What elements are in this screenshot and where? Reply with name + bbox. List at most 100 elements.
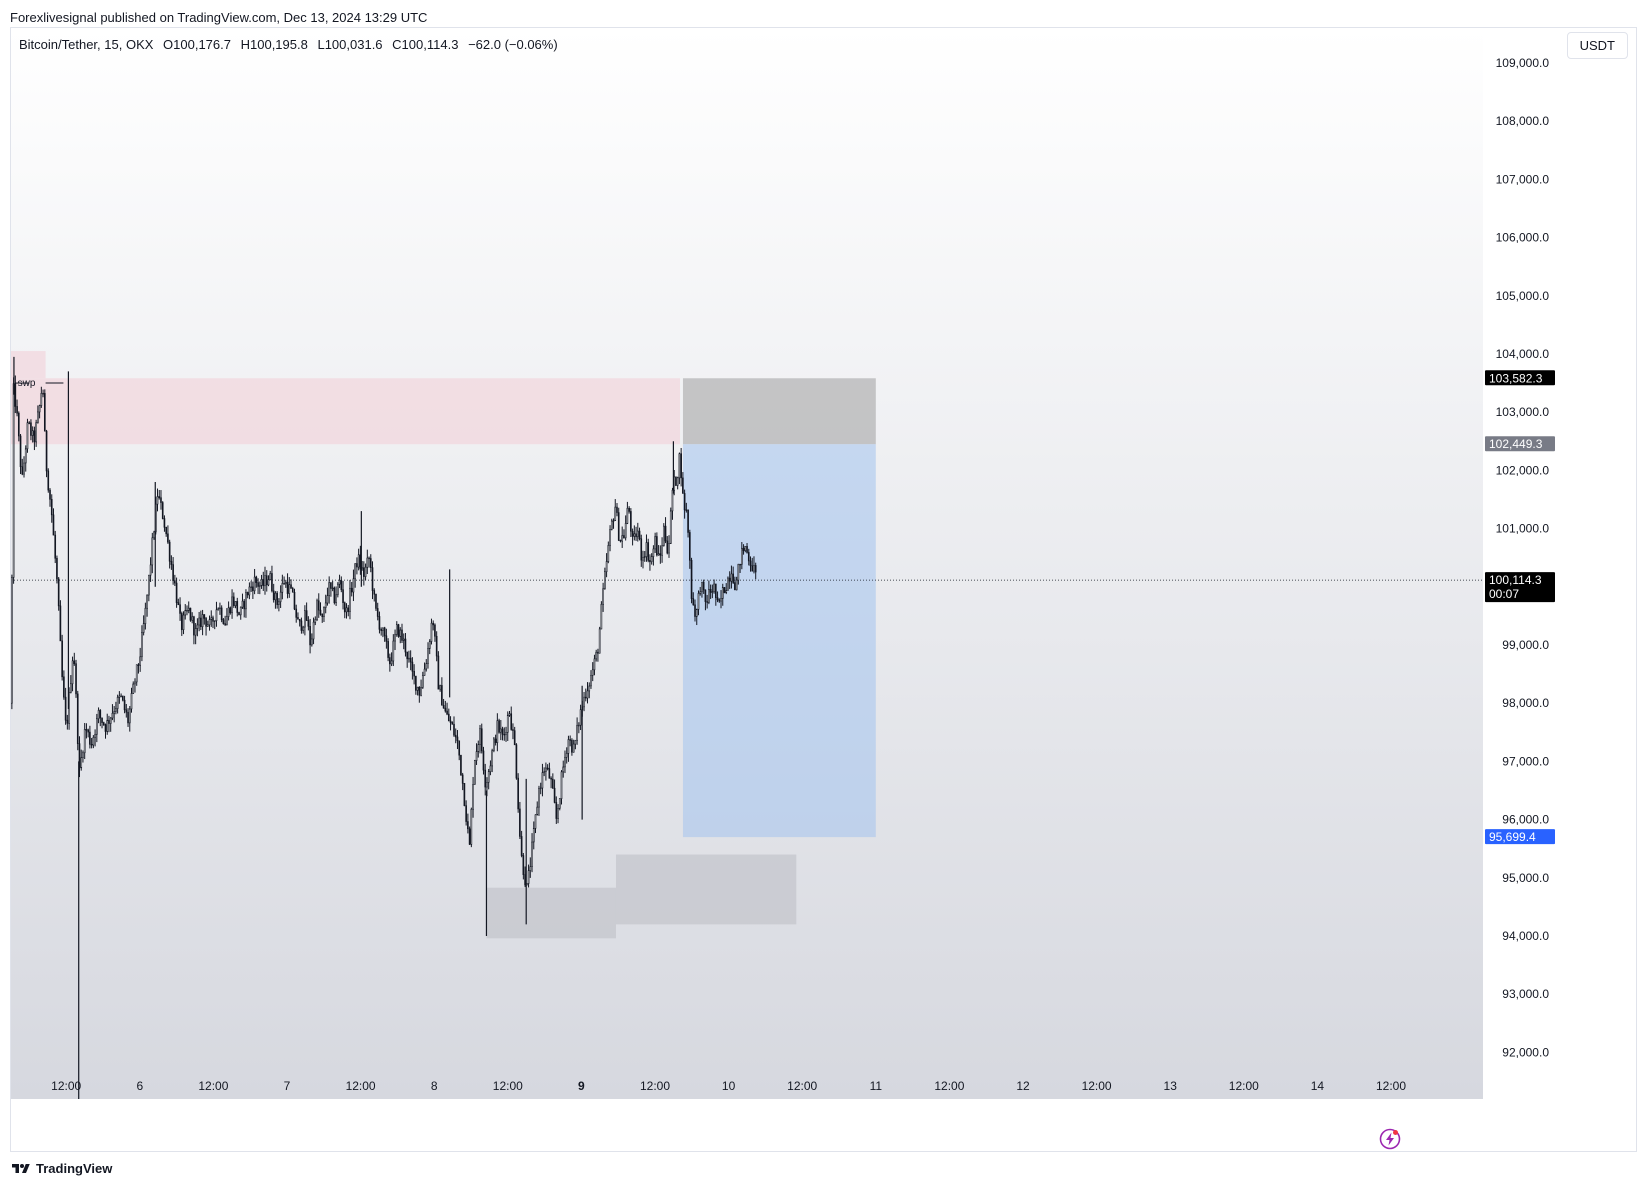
chart-frame[interactable]: swp 109,000.0 108,000.0 107,000.0 106,000.0… [10, 27, 1637, 1152]
candle [640, 534, 643, 567]
candle [746, 543, 748, 554]
y-tick-label: 99,000.0 [1502, 638, 1549, 652]
candle [293, 588, 296, 611]
candle [82, 750, 84, 763]
candle [78, 736, 81, 778]
candle-body [177, 602, 180, 605]
stop-loss-zone[interactable] [682, 378, 876, 445]
price-tag-bg [1485, 370, 1555, 386]
candle-body [241, 600, 244, 608]
candle-body [101, 717, 103, 723]
candle [265, 570, 268, 592]
candle-body [144, 607, 147, 624]
candle [16, 399, 18, 417]
candle-body [42, 392, 44, 395]
candle [45, 429, 48, 478]
stop-price-tag[interactable]: 103,582.3 [1485, 370, 1555, 386]
candle [604, 567, 606, 590]
candle [546, 764, 549, 771]
candle-body [49, 489, 51, 500]
candle [66, 714, 69, 730]
candle-body [182, 614, 185, 631]
candle [87, 728, 89, 738]
candle-body [470, 808, 473, 845]
candle [638, 527, 641, 541]
candle-body [193, 616, 195, 636]
candle [713, 579, 715, 594]
candle-body [668, 543, 670, 554]
candle-body [602, 588, 604, 605]
candle [669, 507, 672, 544]
candle-body [125, 709, 128, 713]
candle-body [718, 599, 721, 602]
candle [208, 615, 211, 631]
candle-body [428, 641, 431, 649]
candle [69, 675, 72, 694]
candle-body [709, 588, 712, 593]
candle-body [284, 581, 287, 585]
lightning-bolt-icon[interactable] [1379, 1128, 1401, 1150]
candle-body [297, 617, 299, 620]
candle [54, 530, 57, 564]
candle [730, 565, 733, 589]
candle [609, 525, 611, 552]
candle [80, 749, 83, 771]
candle [11, 574, 13, 710]
entry-price-tag[interactable]: 102,449.3 [1485, 436, 1555, 452]
candle [144, 602, 147, 630]
candle-body [116, 697, 119, 709]
candle [584, 688, 587, 702]
candle [409, 650, 412, 671]
candle-body [538, 788, 540, 808]
demand-zone-left[interactable] [486, 887, 616, 939]
candle [47, 468, 50, 493]
supply-zone[interactable] [11, 378, 681, 445]
currency-selector[interactable]: USDT [1566, 32, 1628, 59]
legend-symbol[interactable]: Bitcoin/Tether, 15, OKX [19, 37, 154, 52]
tradingview-logo-icon[interactable] [10, 1162, 32, 1176]
candle-body [293, 591, 296, 610]
candle-body [40, 392, 43, 406]
candle [664, 517, 667, 544]
candle [532, 821, 535, 850]
candle [524, 866, 526, 888]
candle-body [534, 814, 537, 829]
candle [64, 687, 67, 725]
candle-body [725, 590, 728, 593]
candle-body [704, 589, 707, 602]
chart-legend: Bitcoin/Tether, 15, OKX O100,176.7 H100,… [19, 37, 564, 52]
candle [442, 698, 445, 709]
candle [28, 421, 31, 425]
candle [267, 575, 270, 587]
candle-body [141, 632, 143, 658]
candle [595, 649, 598, 662]
candle-body [734, 582, 736, 591]
x-tick-label: 12:00 [198, 1079, 228, 1093]
candle [555, 796, 558, 824]
candle [238, 611, 240, 616]
swp-label[interactable]: swp [18, 378, 36, 389]
candle-body [687, 509, 689, 533]
candle-body [312, 621, 315, 640]
candle-body [198, 617, 200, 626]
candle [14, 375, 17, 414]
demand-zone-right[interactable] [615, 854, 797, 925]
y-tick-label: 108,000.0 [1496, 114, 1550, 128]
candle [744, 546, 747, 553]
candle-body [200, 617, 202, 628]
candle-body [744, 546, 747, 551]
candle-body [142, 623, 145, 633]
last-price-tag[interactable]: 100,114.300:07 [1485, 572, 1555, 603]
take-profit-zone[interactable] [682, 444, 876, 838]
candle [631, 528, 634, 546]
footer-brand[interactable]: TradingView [36, 1161, 113, 1176]
y-tick-label: 92,000.0 [1502, 1045, 1549, 1059]
supply-zone-top[interactable] [11, 351, 46, 379]
candle-body [420, 687, 422, 696]
target-price-tag[interactable]: 95,699.4 [1485, 829, 1555, 845]
price-chart[interactable]: swp 109,000.0 108,000.0 107,000.0 106,000.0… [11, 28, 1637, 1152]
candle-body [636, 530, 639, 538]
y-tick-label: 101,000.0 [1496, 522, 1550, 536]
candle-body [664, 525, 667, 542]
candle [364, 563, 367, 581]
